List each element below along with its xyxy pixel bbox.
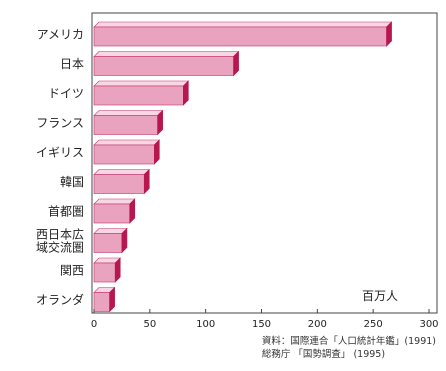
category-label: アメリカ bbox=[37, 28, 84, 42]
category-label: 首都圏 bbox=[48, 205, 84, 219]
category-label: 韓国 bbox=[60, 175, 84, 189]
category-label: オランダ bbox=[36, 292, 84, 307]
bar-0 bbox=[93, 21, 393, 47]
category-label: ドイツ bbox=[48, 87, 84, 101]
bar-side-face bbox=[129, 198, 136, 224]
x-tick-label: 50 bbox=[143, 319, 156, 330]
bar-2 bbox=[93, 80, 190, 106]
bar-front-face bbox=[93, 174, 145, 194]
category-label: 関西 bbox=[60, 264, 84, 278]
x-tick-label: 300 bbox=[419, 319, 438, 330]
bar-side-face bbox=[121, 227, 128, 254]
bar-side-face bbox=[386, 21, 392, 47]
bar-front-face bbox=[93, 233, 123, 253]
category-label: 西日本広域交流圏 bbox=[36, 228, 84, 255]
bar-5 bbox=[93, 168, 150, 195]
bar-1 bbox=[93, 50, 240, 77]
bar-8 bbox=[93, 257, 121, 283]
bar-front-face bbox=[93, 292, 110, 312]
bar-top-face bbox=[93, 80, 190, 87]
source-note: 資料：国際連合「人口統計年鑑」(1991) 総務庁 「国勢調査」 (1995) bbox=[262, 335, 436, 361]
bar-9 bbox=[93, 286, 116, 313]
x-tick-label: 0 bbox=[91, 319, 97, 330]
bar-side-face bbox=[114, 257, 121, 283]
bar-side-face bbox=[157, 109, 163, 136]
x-tick-label: 150 bbox=[252, 319, 271, 330]
category-label: イギリス bbox=[36, 146, 84, 160]
bar-3 bbox=[93, 109, 164, 136]
bar-side-face bbox=[154, 139, 160, 165]
category-label-line: 西日本広 bbox=[36, 228, 84, 242]
bar-front-face bbox=[93, 56, 234, 76]
bar-top-face bbox=[93, 169, 150, 175]
bar-side-face bbox=[109, 286, 115, 313]
bar-front-face bbox=[93, 203, 131, 224]
category-label: フランス bbox=[36, 116, 84, 130]
bar-front-face bbox=[93, 144, 155, 165]
bar-4 bbox=[93, 139, 161, 165]
bar-6 bbox=[93, 198, 136, 224]
bar-7 bbox=[93, 227, 128, 254]
source-line-2: 総務庁 「国勢調査」 (1995) bbox=[261, 349, 386, 360]
x-tick-label: 250 bbox=[364, 319, 383, 330]
bar-top-face bbox=[93, 198, 136, 205]
unit-label: 百万人 bbox=[362, 289, 398, 303]
bar-side-face bbox=[143, 168, 150, 195]
bar-top-face bbox=[93, 51, 240, 57]
bar-front-face bbox=[93, 262, 116, 283]
plot-frame bbox=[91, 12, 438, 314]
bar-top-face bbox=[93, 228, 128, 234]
bar-front-face bbox=[93, 115, 158, 135]
bar-side-face bbox=[183, 80, 189, 106]
bar-top-face bbox=[93, 139, 161, 146]
category-label-line: 域交流圏 bbox=[36, 240, 84, 255]
bar-top-face bbox=[93, 110, 164, 116]
bar-front-face bbox=[93, 26, 387, 47]
source-line-1: 資料：国際連合「人口統計年鑑」(1991) bbox=[261, 336, 436, 347]
bar-top-face bbox=[93, 21, 393, 28]
x-tick-label: 200 bbox=[308, 319, 327, 330]
x-tick-label: 100 bbox=[196, 319, 215, 330]
bar-side-face bbox=[233, 50, 239, 77]
category-label: 日本 bbox=[60, 57, 84, 71]
bar-front-face bbox=[93, 85, 184, 106]
